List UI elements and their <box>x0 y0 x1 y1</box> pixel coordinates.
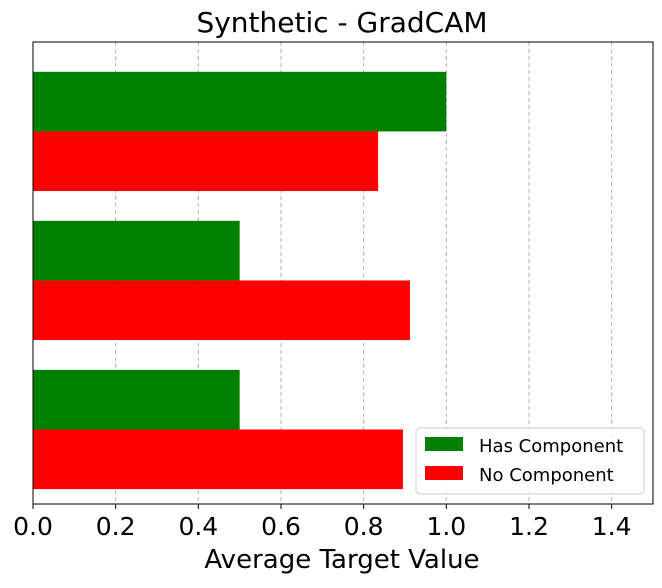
bar-no-component-3 <box>33 429 403 490</box>
legend-swatch-has-component <box>425 437 463 451</box>
legend-swatch-no-component <box>425 466 463 480</box>
x-tick-label: 1.2 <box>509 512 549 541</box>
x-tick-label: 0.8 <box>344 512 384 541</box>
x-tick-label: 1.0 <box>426 512 466 541</box>
bar-has-component-3 <box>33 369 240 430</box>
bar-has-component-2 <box>33 220 240 281</box>
legend: Has Component No Component <box>415 427 645 495</box>
x-tick-label: 0.2 <box>96 512 136 541</box>
legend-box <box>415 427 645 495</box>
x-tick-label: 0.6 <box>261 512 301 541</box>
legend-label-has-component: Has Component <box>479 436 623 457</box>
bars <box>33 71 447 490</box>
bar-no-component-1 <box>33 131 379 192</box>
legend-label-no-component: No Component <box>479 465 614 486</box>
x-axis-label: Average Target Value <box>204 545 479 575</box>
bar-has-component-1 <box>33 71 447 132</box>
chart-title: Synthetic - GradCAM <box>196 6 487 39</box>
x-tick-label: 1.4 <box>592 512 632 541</box>
x-axis-ticks: 0.0 0.2 0.4 0.6 0.8 1.0 1.2 1.4 <box>13 504 632 541</box>
x-tick-label: 0.0 <box>13 512 53 541</box>
x-tick-label: 0.4 <box>178 512 218 541</box>
plot-frame <box>32 41 654 505</box>
bar-no-component-2 <box>33 280 410 341</box>
